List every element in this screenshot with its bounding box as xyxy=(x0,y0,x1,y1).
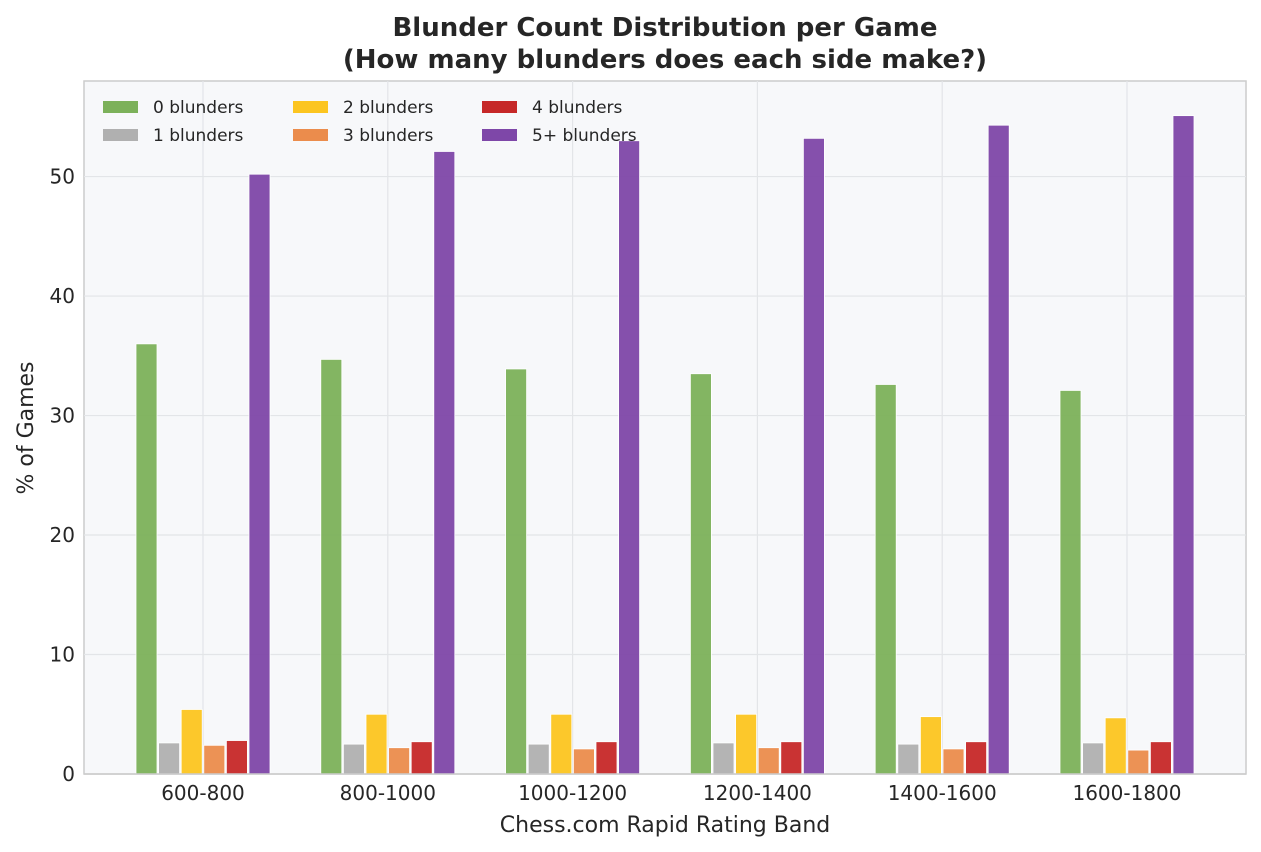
bar xyxy=(965,741,987,775)
y-tick-label: 0 xyxy=(62,762,75,786)
x-tick-label: 1000-1200 xyxy=(518,781,627,805)
y-tick-labels: 0 10 20 30 40 50 xyxy=(50,165,75,786)
legend-swatch xyxy=(293,129,328,141)
bar xyxy=(410,741,433,775)
bar xyxy=(1104,717,1127,775)
y-tick-label: 50 xyxy=(50,165,75,189)
legend-label: 3 blunders xyxy=(343,126,434,146)
legend-label: 5+ blunders xyxy=(532,126,637,146)
legend: 0 blunders 1 blunders 2 blunders 3 blunders… xyxy=(103,98,637,146)
y-tick-label: 30 xyxy=(50,404,75,428)
bar xyxy=(897,743,920,775)
x-tick-label: 600-800 xyxy=(161,781,245,805)
bar xyxy=(690,373,712,775)
bar xyxy=(433,151,456,775)
x-tick-labels: 600-800 800-1000 1000-1200 1200-1400 1400-16… xyxy=(161,781,1181,805)
bar xyxy=(158,742,181,775)
x-tick-label: 1600-1800 xyxy=(1072,781,1181,805)
bar xyxy=(1059,390,1082,775)
bar xyxy=(735,713,757,775)
legend-label: 2 blunders xyxy=(343,98,434,118)
bar xyxy=(874,384,897,775)
x-tick-label: 1400-1600 xyxy=(888,781,997,805)
legend-swatch xyxy=(103,101,138,113)
legend-swatch xyxy=(103,129,138,141)
bar xyxy=(803,137,825,775)
bar xyxy=(757,747,780,775)
bar xyxy=(225,740,248,775)
bar xyxy=(527,743,550,775)
bar xyxy=(573,748,595,775)
legend-label: 4 blunders xyxy=(532,98,623,118)
x-tick-label: 1200-1400 xyxy=(703,781,812,805)
bar xyxy=(203,744,226,775)
bar xyxy=(180,709,203,775)
plot-area xyxy=(83,80,1247,775)
bar xyxy=(365,713,388,775)
bar xyxy=(1150,741,1172,775)
bar xyxy=(1172,115,1195,775)
chart-title: Blunder Count Distribution per Game xyxy=(392,13,937,43)
bar xyxy=(618,140,640,775)
bar xyxy=(342,743,365,775)
bar xyxy=(1082,742,1104,775)
bar xyxy=(248,173,271,775)
legend-swatch xyxy=(482,101,517,113)
bar xyxy=(320,358,343,775)
y-tick-label: 10 xyxy=(50,643,75,667)
bar xyxy=(505,368,528,775)
x-axis-label: Chess.com Rapid Rating Band xyxy=(500,813,830,838)
bar xyxy=(595,741,618,775)
chart-subtitle: (How many blunders does each side make?) xyxy=(343,45,987,75)
x-tick-label: 800-1000 xyxy=(340,781,436,805)
bar xyxy=(388,747,411,775)
legend-label: 1 blunders xyxy=(153,126,244,146)
legend-swatch xyxy=(293,101,328,113)
y-tick-label: 40 xyxy=(50,284,75,308)
bar xyxy=(920,716,942,775)
grid-lines xyxy=(84,81,1246,774)
y-tick-label: 20 xyxy=(50,523,75,547)
bar xyxy=(942,748,965,775)
legend-swatch xyxy=(482,129,517,141)
bar xyxy=(1127,749,1150,775)
legend-label: 0 blunders xyxy=(153,98,244,118)
bar xyxy=(780,741,803,775)
bar xyxy=(135,343,158,775)
y-axis-label: % of Games xyxy=(14,361,39,494)
bar xyxy=(550,713,573,775)
bar xyxy=(987,124,1010,775)
bar xyxy=(712,742,735,775)
